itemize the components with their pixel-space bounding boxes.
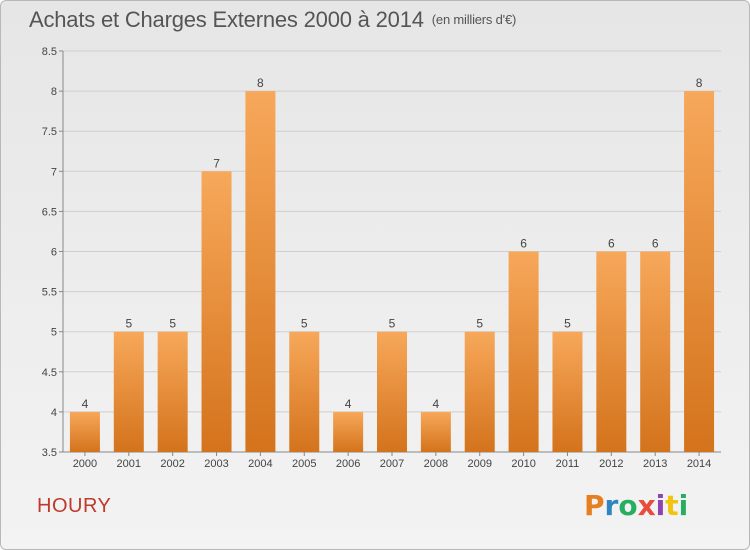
data-label: 8	[696, 76, 703, 90]
x-tick-label: 2008	[424, 458, 448, 470]
x-tick-label: 2014	[687, 458, 711, 470]
x-tick-label: 2003	[204, 458, 228, 470]
logo-letter: o	[618, 489, 638, 522]
data-label: 6	[652, 237, 659, 251]
x-tick-label: 2012	[599, 458, 623, 470]
bar	[420, 411, 451, 452]
logo-letter: t	[665, 489, 679, 522]
x-tick-label: 2007	[380, 458, 404, 470]
bar	[508, 251, 539, 452]
data-label: 5	[564, 317, 571, 331]
y-tick-label: 5.5	[42, 287, 57, 299]
y-tick-label: 6.5	[42, 206, 57, 218]
y-tick-label: 7	[51, 166, 57, 178]
data-label: 5	[476, 317, 483, 331]
bar	[289, 331, 320, 452]
chart-title: Achats et Charges Externes 2000 à 2014 (e…	[29, 7, 516, 33]
x-tick-label: 2001	[117, 458, 141, 470]
bar	[245, 91, 276, 452]
bar	[113, 331, 144, 452]
bars	[69, 91, 715, 453]
y-tick-label: 8	[51, 86, 57, 98]
bar	[201, 171, 232, 453]
y-tick-label: 5	[51, 327, 57, 339]
logo-letter: x	[637, 489, 656, 522]
bar	[69, 411, 100, 452]
x-tick-label: 2005	[292, 458, 316, 470]
title-text: Achats et Charges Externes 2000 à 2014	[29, 7, 424, 32]
bar	[640, 251, 671, 452]
y-tick-label: 8.5	[42, 46, 57, 58]
data-label: 4	[433, 397, 440, 411]
data-label: 5	[169, 317, 176, 331]
unit-label: (en milliers d'€)	[431, 12, 517, 27]
bar	[684, 91, 715, 452]
logo-letter: P	[584, 489, 605, 522]
x-tick-label: 2013	[643, 458, 667, 470]
data-label: 4	[82, 397, 89, 411]
proxiti-logo[interactable]: Proxiti	[584, 489, 688, 522]
x-tick-label: 2002	[160, 458, 184, 470]
data-label: 6	[520, 237, 527, 251]
logo-letter: i	[678, 489, 689, 522]
data-label: 5	[125, 317, 132, 331]
y-tick-label: 4	[51, 407, 57, 419]
data-labels: 4 5 5 7 8 5 4 5 4 5 6 5 6 6 8	[82, 76, 703, 411]
x-tick-labels: 2000 2001 2002 2003 2004 2005 2006 2007 2008 2009…	[73, 458, 712, 470]
logo-letter: i	[655, 489, 666, 522]
bar	[596, 251, 627, 452]
data-label: 7	[213, 156, 220, 170]
y-tick-label: 3.5	[42, 447, 57, 459]
y-tick-labels: 3.5 4 4.5 5 5.5 6 6.5 7 7.5 8 8.5	[42, 46, 57, 459]
y-tick-label: 7.5	[42, 126, 57, 138]
data-label: 4	[345, 397, 352, 411]
x-tick-label: 2010	[511, 458, 535, 470]
y-tick-label: 4.5	[42, 367, 57, 379]
bar	[464, 331, 495, 452]
x-tick-label: 2011	[556, 458, 580, 470]
x-tick-label: 2006	[336, 458, 360, 470]
bar	[552, 331, 583, 452]
commune-name: HOURY	[37, 495, 112, 517]
x-tick-label: 2004	[248, 458, 272, 470]
data-label: 5	[389, 317, 396, 331]
data-label: 6	[608, 237, 615, 251]
data-label: 5	[301, 317, 308, 331]
bar	[333, 411, 364, 452]
y-tick-label: 6	[51, 247, 57, 259]
bar	[157, 331, 188, 452]
x-tick-label: 2000	[73, 458, 97, 470]
logo-letter: r	[604, 489, 619, 522]
bar	[377, 331, 407, 452]
x-tick-label: 2009	[467, 458, 491, 470]
data-label: 8	[257, 76, 264, 90]
